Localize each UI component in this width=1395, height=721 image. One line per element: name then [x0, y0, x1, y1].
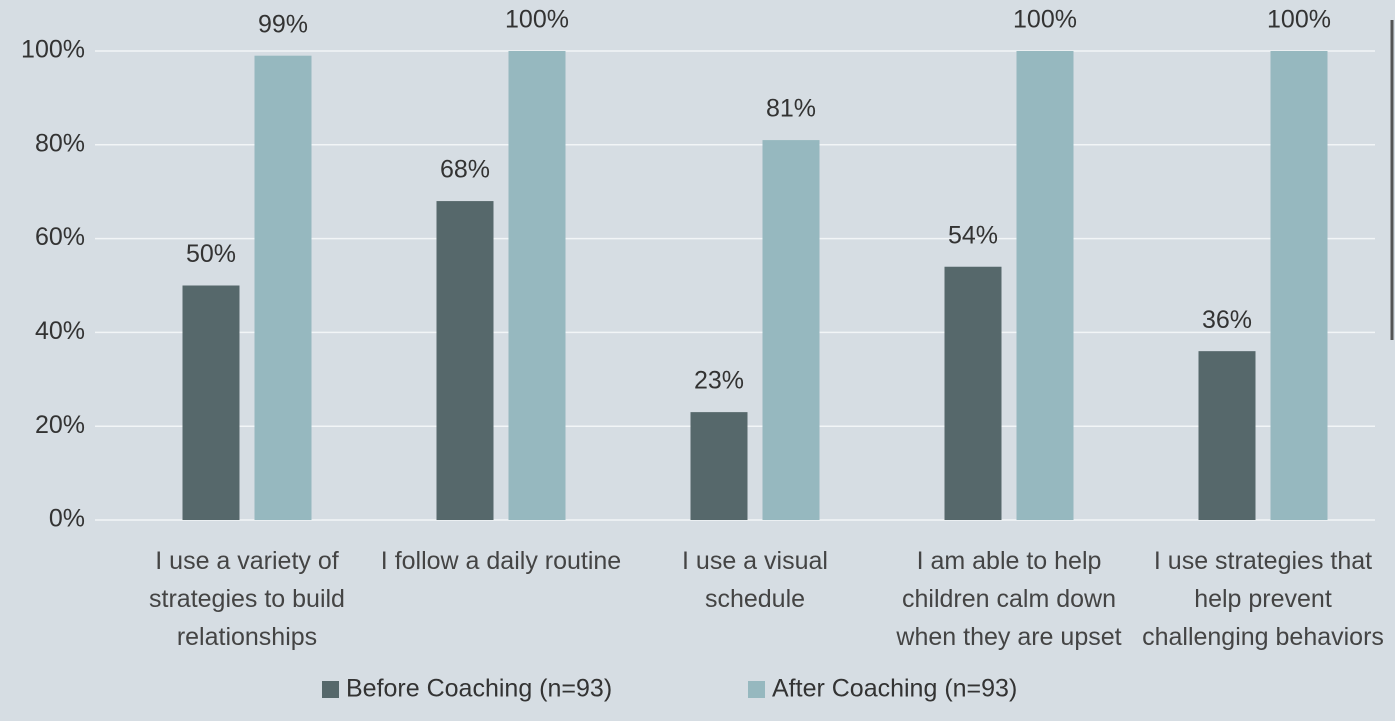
- value-label: 68%: [440, 156, 490, 184]
- x-tick-label: I am able to help children calm down whe…: [896, 547, 1122, 651]
- legend-label: Before Coaching (n=93): [346, 675, 612, 703]
- y-tick-label: 20%: [35, 411, 85, 439]
- y-tick-label: 100%: [21, 36, 85, 64]
- bar: [508, 51, 566, 520]
- y-tick-label: 40%: [35, 317, 85, 345]
- bar: [436, 201, 494, 520]
- legend-swatch: [322, 681, 339, 698]
- bar: [1016, 51, 1074, 520]
- legend-swatch: [748, 681, 765, 698]
- value-label: 54%: [948, 221, 998, 249]
- bar: [182, 285, 240, 520]
- y-tick-label: 0%: [49, 505, 85, 533]
- x-tick-label: I use strategies that help prevent chall…: [1142, 547, 1384, 651]
- bar: [762, 140, 820, 521]
- value-label: 36%: [1202, 306, 1252, 334]
- value-label: 23%: [694, 367, 744, 395]
- bar: [690, 412, 748, 520]
- value-label: 100%: [1013, 6, 1077, 34]
- value-label: 50%: [186, 240, 236, 268]
- value-label: 99%: [258, 10, 308, 38]
- value-label: 100%: [1267, 6, 1331, 34]
- legend-label: After Coaching (n=93): [772, 675, 1017, 703]
- value-label: 100%: [505, 6, 569, 34]
- value-label: 81%: [766, 95, 816, 123]
- y-tick-label: 80%: [35, 129, 85, 157]
- x-tick-label: I follow a daily routine: [380, 547, 622, 575]
- bar: [1270, 51, 1328, 520]
- bar: [254, 55, 312, 520]
- y-tick-label: 60%: [35, 223, 85, 251]
- x-tick-label: I use a visual schedule: [682, 547, 828, 613]
- bar: [944, 266, 1002, 520]
- x-tick-label: I use a variety of strategies to build r…: [149, 547, 345, 651]
- bar: [1198, 351, 1256, 520]
